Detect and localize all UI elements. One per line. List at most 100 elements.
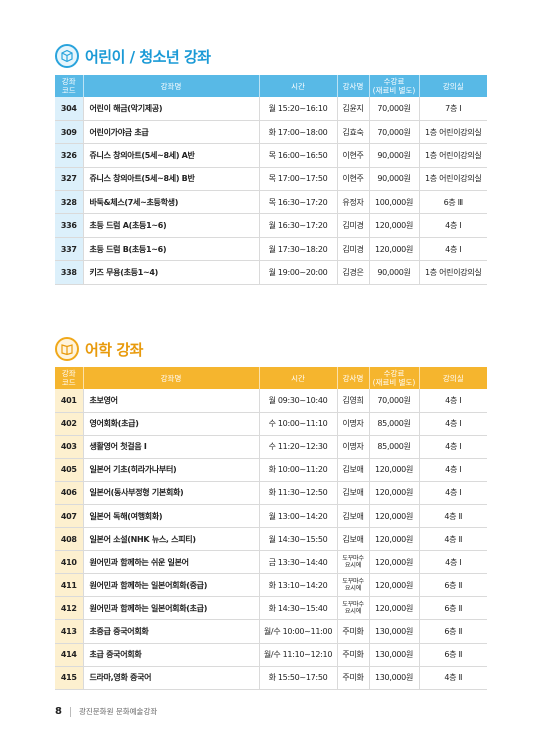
teacher-cell: 도꾸마수 요시에 — [337, 550, 370, 575]
room-cell: 1층 어린이강의실 — [419, 120, 487, 145]
header-room: 강의실 — [442, 373, 464, 383]
code-cell: 414 — [55, 643, 84, 667]
fee-cell: 120,000원 — [369, 504, 420, 529]
teacher-cell: 유정자 — [337, 190, 370, 215]
code-cell: 403 — [55, 435, 84, 459]
header-time: 시간 — [259, 75, 338, 97]
code-cell: 405 — [55, 458, 84, 482]
header-name: 강좌명 — [83, 367, 260, 389]
name-cell: 어린이가야금 초급 — [83, 120, 260, 145]
room-cell: 4층 Ⅰ — [419, 237, 487, 262]
table-row: 414 초급 중국어회화 월/수 11:10~12:10 주미화 130,000원 6층 … — [55, 643, 487, 667]
teacher-cell: 이현주 — [337, 143, 370, 168]
room-cell: 4층 Ⅰ — [419, 481, 487, 505]
teacher-cell: 주미화 — [337, 643, 370, 667]
fee-cell: 120,000원 — [369, 213, 420, 238]
teacher-cell: 도꾸마수 요시에 — [337, 596, 370, 621]
teacher-cell: 김미경 — [337, 237, 370, 262]
time-cell: 화 14:30~15:40 — [259, 596, 338, 621]
fee-cell: 90,000원 — [369, 260, 420, 285]
name-cell: 키즈 무용(초등1~4) — [83, 260, 260, 285]
book-icon — [55, 337, 79, 361]
fee-cell: 70,000원 — [369, 120, 420, 145]
name-cell: 일본어 소설(NHK 뉴스, 스피티) — [83, 527, 260, 552]
time-cell: 월/수 11:10~12:10 — [259, 643, 338, 667]
code-cell: 337 — [55, 237, 84, 262]
code-cell: 336 — [55, 213, 84, 238]
code-cell: 402 — [55, 412, 84, 436]
code-cell: 304 — [55, 97, 84, 121]
header-time: 시간 — [259, 367, 338, 389]
name-cell: 원어민과 함께하는 일본어회화(중급) — [83, 573, 260, 598]
code-cell: 408 — [55, 527, 84, 552]
teacher-cell: 주미화 — [337, 666, 370, 690]
code-cell: 309 — [55, 120, 84, 145]
room-cell: 4층 Ⅰ — [419, 389, 487, 413]
section-title-text: 어학 강좌 — [85, 340, 143, 359]
code-cell: 415 — [55, 666, 84, 690]
room-cell: 4층 Ⅱ — [419, 527, 487, 552]
room-cell: 6층 Ⅱ — [419, 643, 487, 667]
name-cell: 초중급 중국어회화 — [83, 619, 260, 644]
header-teacher: 강사명 — [337, 75, 370, 97]
time-cell: 월 17:30~18:20 — [259, 237, 338, 262]
header-room: 강의실 — [442, 81, 464, 91]
code-cell: 406 — [55, 481, 84, 505]
time-cell: 월 13:00~14:20 — [259, 504, 338, 529]
room-cell: 1층 어린이강의실 — [419, 260, 487, 285]
table-header-row: 강좌 코드 강좌명 시간 강사명 수강료 (재료비 별도) 강의실 — [55, 75, 487, 97]
teacher-cell: 김경은 — [337, 260, 370, 285]
section-title-language: 어학 강좌 — [55, 337, 143, 361]
time-cell: 월 09:30~10:40 — [259, 389, 338, 413]
time-cell: 월 16:30~17:20 — [259, 213, 338, 238]
teacher-cell: 김보애 — [337, 527, 370, 552]
room-cell: 4층 Ⅰ — [419, 435, 487, 459]
room-cell: 4층 Ⅰ — [419, 213, 487, 238]
teacher-cell: 이현주 — [337, 167, 370, 192]
table-row: 402 영어회화(초급) 수 10:00~11:10 이명자 85,000원 4층 Ⅰ — [55, 412, 487, 436]
room-cell: 6층 Ⅱ — [419, 619, 487, 644]
header-fee: 수강료 (재료비 별도) — [369, 75, 420, 97]
table-row: 415 드라마,영화 중국어 화 15:50~17:50 주미화 130,000원 4층 … — [55, 666, 487, 690]
fee-cell: 85,000원 — [369, 435, 420, 459]
footer-divider — [69, 706, 71, 717]
table-row: 405 일본어 기초(히라가나부터) 화 10:00~11:20 김보애 120,000… — [55, 458, 487, 482]
table-row: 336 초등 드럼 A(초등1~6) 월 16:30~17:20 김미경 120,000… — [55, 213, 487, 238]
fee-cell: 70,000원 — [369, 97, 420, 121]
table-row: 407 일본어 독해(여행회화) 월 13:00~14:20 김보애 120,000원 4… — [55, 504, 487, 529]
time-cell: 화 17:00~18:00 — [259, 120, 338, 145]
cube-icon — [55, 44, 79, 68]
table-row: 413 초중급 중국어회화 월/수 10:00~11:00 주미화 130,000원 6층… — [55, 619, 487, 644]
room-cell: 4층 Ⅰ — [419, 412, 487, 436]
code-cell: 401 — [55, 389, 84, 413]
time-cell: 금 13:30~14:40 — [259, 550, 338, 575]
fee-cell: 90,000원 — [369, 167, 420, 192]
code-cell: 327 — [55, 167, 84, 192]
fee-cell: 120,000원 — [369, 237, 420, 262]
code-cell: 413 — [55, 619, 84, 644]
time-cell: 목 16:00~16:50 — [259, 143, 338, 168]
table-row: 326 쥬니스 창의아트(5세~8세) A반 목 16:00~16:50 이현주 90,… — [55, 143, 487, 168]
teacher-cell: 이명자 — [337, 412, 370, 436]
fee-cell: 120,000원 — [369, 550, 420, 575]
name-cell: 생활영어 첫걸음 Ⅰ — [83, 435, 260, 459]
name-cell: 초보영어 — [83, 389, 260, 413]
code-cell: 412 — [55, 596, 84, 621]
table-row: 412 원어민과 함께하는 일본어회화(초급) 화 14:30~15:40 도꾸마수 … — [55, 596, 487, 621]
fee-cell: 130,000원 — [369, 643, 420, 667]
section-title-children: 어린이 / 청소년 강좌 — [55, 44, 211, 68]
fee-cell: 120,000원 — [369, 458, 420, 482]
room-cell: 1층 어린이강의실 — [419, 167, 487, 192]
name-cell: 일본어 기초(히라가나부터) — [83, 458, 260, 482]
header-code: 강좌 코드 — [55, 367, 84, 389]
time-cell: 화 15:50~17:50 — [259, 666, 338, 690]
time-cell: 화 13:10~14:20 — [259, 573, 338, 598]
table-header-row: 강좌 코드 강좌명 시간 강사명 수강료 (재료비 별도) 강의실 — [55, 367, 487, 389]
fee-cell: 90,000원 — [369, 143, 420, 168]
teacher-cell: 도꾸마수 요시에 — [337, 573, 370, 598]
room-cell: 6층 Ⅲ — [419, 190, 487, 215]
fee-cell: 70,000원 — [369, 389, 420, 413]
header-name: 강좌명 — [83, 75, 260, 97]
room-cell: 1층 어린이강의실 — [419, 143, 487, 168]
teacher-cell: 이명자 — [337, 435, 370, 459]
